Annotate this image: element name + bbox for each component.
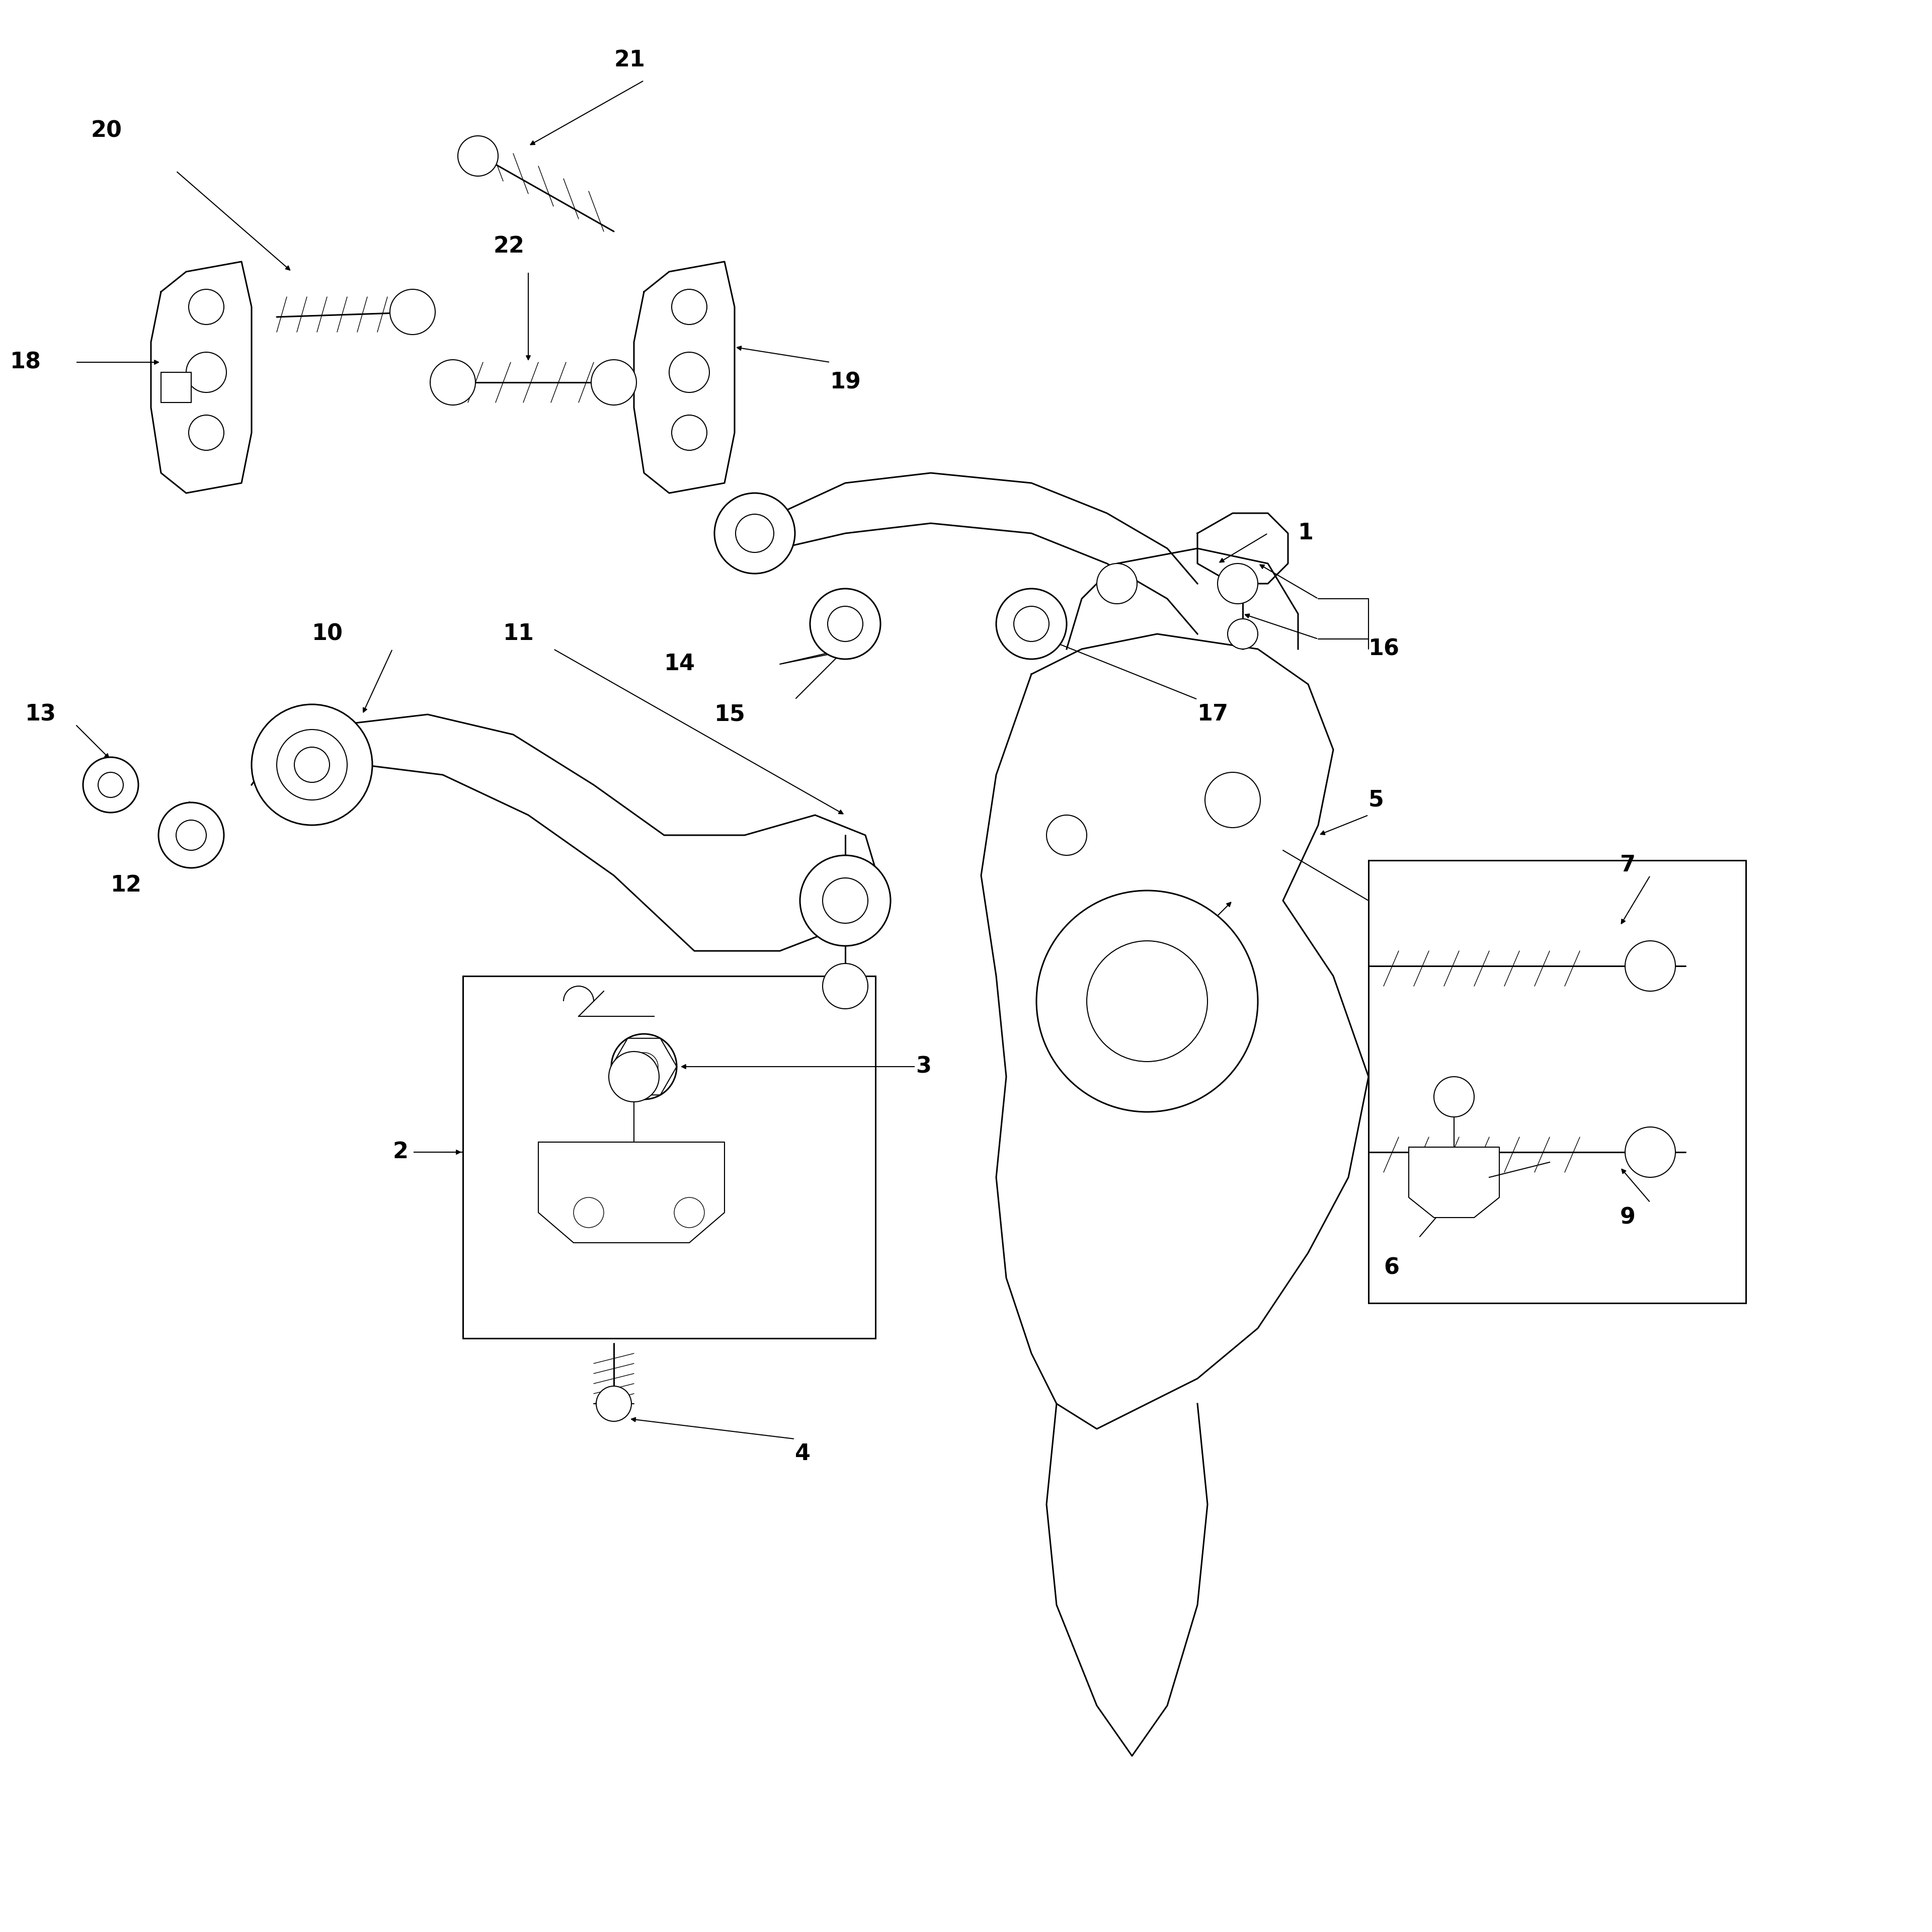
Text: 19: 19 xyxy=(831,371,862,394)
Circle shape xyxy=(597,1385,632,1422)
Circle shape xyxy=(390,290,435,334)
Circle shape xyxy=(185,352,226,392)
Circle shape xyxy=(823,877,867,923)
Text: 15: 15 xyxy=(715,703,746,725)
Polygon shape xyxy=(151,261,251,493)
Circle shape xyxy=(591,359,636,406)
Circle shape xyxy=(609,1051,659,1101)
Text: 2: 2 xyxy=(392,1142,408,1163)
Circle shape xyxy=(1206,773,1260,827)
Circle shape xyxy=(810,589,881,659)
Circle shape xyxy=(189,290,224,325)
Circle shape xyxy=(83,757,139,813)
Circle shape xyxy=(1227,618,1258,649)
Circle shape xyxy=(294,748,330,782)
Text: 10: 10 xyxy=(311,624,344,645)
Circle shape xyxy=(1097,564,1138,603)
Circle shape xyxy=(574,1198,603,1227)
Text: 3: 3 xyxy=(916,1055,931,1078)
Circle shape xyxy=(823,964,867,1009)
Polygon shape xyxy=(539,1142,725,1242)
Circle shape xyxy=(431,359,475,406)
Circle shape xyxy=(674,1198,705,1227)
Text: 14: 14 xyxy=(665,653,696,674)
Circle shape xyxy=(1086,941,1208,1061)
Bar xyxy=(1368,860,1747,1302)
Circle shape xyxy=(158,802,224,867)
Text: 22: 22 xyxy=(493,236,524,257)
Circle shape xyxy=(997,589,1066,659)
Circle shape xyxy=(668,352,709,392)
Circle shape xyxy=(672,290,707,325)
Polygon shape xyxy=(1198,514,1289,583)
Text: 20: 20 xyxy=(91,120,122,141)
Circle shape xyxy=(176,819,207,850)
Text: 16: 16 xyxy=(1368,638,1399,661)
Polygon shape xyxy=(634,261,734,493)
Bar xyxy=(160,373,191,402)
Text: 9: 9 xyxy=(1621,1208,1636,1229)
Text: 7: 7 xyxy=(1621,854,1636,877)
Polygon shape xyxy=(1408,1148,1499,1217)
Polygon shape xyxy=(251,715,881,951)
Text: 1: 1 xyxy=(1298,522,1314,545)
Circle shape xyxy=(672,415,707,450)
Text: 6: 6 xyxy=(1383,1258,1399,1279)
Text: 18: 18 xyxy=(10,352,41,373)
Circle shape xyxy=(1217,564,1258,603)
Circle shape xyxy=(1625,941,1675,991)
Circle shape xyxy=(458,135,498,176)
Polygon shape xyxy=(1066,549,1298,649)
Circle shape xyxy=(189,415,224,450)
Circle shape xyxy=(1014,607,1049,641)
Text: 13: 13 xyxy=(25,703,56,725)
Text: 8: 8 xyxy=(1148,954,1163,978)
Circle shape xyxy=(1434,1076,1474,1117)
Circle shape xyxy=(251,705,373,825)
Text: 21: 21 xyxy=(614,50,645,71)
Circle shape xyxy=(611,1034,676,1099)
Circle shape xyxy=(800,856,891,947)
Circle shape xyxy=(736,514,775,553)
Text: 11: 11 xyxy=(502,624,535,645)
Text: 4: 4 xyxy=(794,1443,811,1464)
Text: 5: 5 xyxy=(1368,788,1383,811)
Text: 12: 12 xyxy=(110,875,141,896)
Text: 17: 17 xyxy=(1198,703,1229,725)
Polygon shape xyxy=(1047,1405,1208,1756)
Circle shape xyxy=(827,607,864,641)
Bar xyxy=(464,976,875,1339)
Circle shape xyxy=(1625,1126,1675,1177)
Circle shape xyxy=(1036,891,1258,1113)
Circle shape xyxy=(99,773,124,798)
Polygon shape xyxy=(981,634,1368,1430)
Circle shape xyxy=(715,493,794,574)
Circle shape xyxy=(1047,815,1088,856)
Circle shape xyxy=(630,1053,659,1080)
Circle shape xyxy=(276,730,348,800)
